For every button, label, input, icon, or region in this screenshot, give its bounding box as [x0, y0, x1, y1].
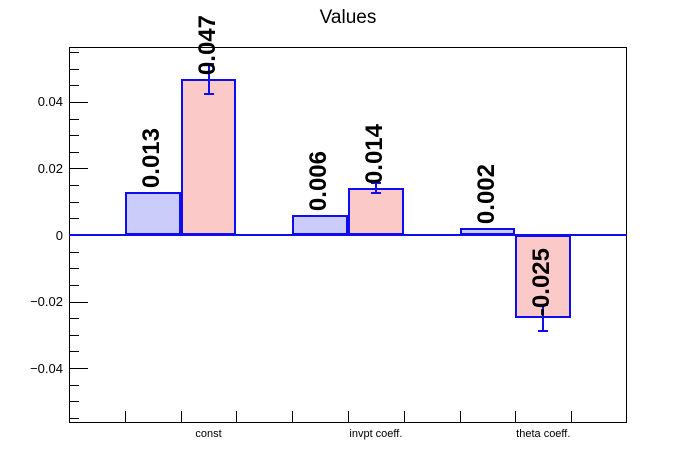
x-axis-tick	[236, 411, 238, 422]
x-axis-tick	[180, 411, 182, 422]
y-axis-tick-minor	[70, 384, 79, 386]
error-bar-line	[374, 183, 377, 194]
y-axis-tick-minor	[70, 351, 79, 353]
error-bar-cap	[203, 62, 214, 65]
y-axis-tick-major	[70, 168, 88, 170]
error-bar-cap	[538, 330, 549, 333]
bar-light-pink-series	[180, 78, 237, 235]
bar-value-label: -0.025	[528, 248, 556, 317]
x-axis-category-label: invpt coeff.	[349, 428, 403, 440]
y-axis-tick-minor	[70, 51, 79, 53]
chart-title: Values	[319, 7, 377, 28]
x-axis-category-label: theta coeff.	[516, 428, 571, 440]
x-axis-category-label: const	[195, 428, 222, 440]
y-axis-tick-minor	[70, 284, 79, 286]
bar-light-pink-series	[348, 188, 404, 235]
y-axis-tick-major	[70, 101, 88, 103]
x-axis-tick	[459, 411, 461, 422]
bar-value-label: 0.047	[193, 14, 221, 75]
bar-value-label: 0.013	[137, 127, 165, 188]
y-axis-tick-label: −0.04	[30, 360, 63, 376]
error-bar-cap	[370, 182, 381, 185]
bar-light-blue-series	[124, 191, 181, 235]
y-axis-tick-minor	[70, 318, 79, 320]
y-axis-tick-minor	[70, 135, 79, 137]
y-axis-tick-minor	[70, 68, 79, 70]
y-axis-tick-minor	[70, 185, 79, 187]
error-bar-line	[542, 304, 545, 332]
x-axis-tick	[571, 411, 573, 422]
zero-axis-line	[69, 234, 627, 236]
x-axis-tick	[292, 411, 294, 422]
y-axis-tick-minor	[70, 85, 79, 87]
x-axis-tick	[124, 411, 126, 422]
y-axis-tick-minor	[70, 334, 79, 336]
error-bar-cap	[203, 92, 214, 95]
y-axis-tick-label: −0.02	[30, 294, 63, 310]
y-axis-tick-minor	[70, 218, 79, 220]
y-axis-tick-minor	[70, 268, 79, 270]
error-bar-cap	[538, 303, 549, 306]
bar-light-blue-series	[292, 215, 348, 235]
error-bar-cap	[370, 192, 381, 195]
y-axis-tick-minor	[70, 118, 79, 120]
y-axis-tick-label: 0	[55, 227, 63, 243]
y-axis-tick-minor	[70, 251, 79, 253]
x-axis-tick	[403, 411, 405, 422]
bar-value-label: 0.014	[360, 124, 388, 185]
y-axis-tick-minor	[70, 401, 79, 403]
y-axis-tick-major	[70, 368, 88, 370]
y-axis-tick-major	[70, 301, 88, 303]
x-axis-tick	[515, 411, 517, 422]
y-axis-tick-label: 0.02	[37, 160, 63, 176]
x-axis-tick	[348, 411, 349, 422]
bar-value-label: 0.002	[472, 164, 500, 225]
bar-value-label: 0.006	[305, 150, 333, 212]
error-bar-line	[207, 63, 210, 94]
y-axis-tick-label: 0.04	[37, 94, 63, 110]
y-axis-tick-minor	[70, 201, 79, 203]
y-axis-tick-minor	[70, 418, 79, 419]
y-axis-tick-minor	[70, 151, 79, 153]
